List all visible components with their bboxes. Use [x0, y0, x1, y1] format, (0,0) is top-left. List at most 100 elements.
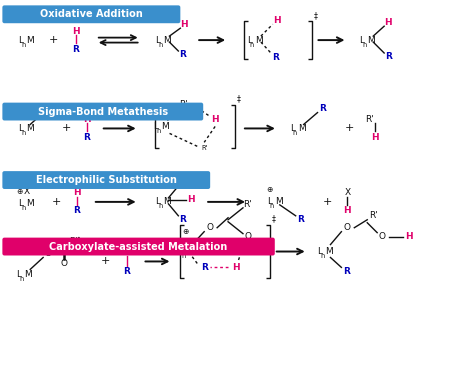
Text: H: H [272, 16, 280, 25]
Text: n: n [158, 203, 162, 209]
Text: L: L [16, 270, 21, 279]
Text: n: n [269, 203, 273, 209]
Text: H: H [404, 232, 412, 241]
Text: O: O [378, 232, 385, 241]
Text: +: + [48, 35, 58, 45]
Text: Sigma-Bond Metathesis: Sigma-Bond Metathesis [38, 106, 168, 117]
Text: L: L [18, 200, 23, 208]
Text: M: M [367, 36, 374, 45]
Text: ⊕: ⊕ [266, 186, 272, 195]
Text: L: L [247, 36, 251, 45]
Text: n: n [361, 42, 366, 48]
Text: M: M [297, 124, 305, 133]
Text: R: R [384, 53, 391, 62]
Text: M: M [26, 200, 34, 208]
Text: Carboxylate-assisted Metalation: Carboxylate-assisted Metalation [50, 242, 227, 252]
Text: R: R [83, 133, 90, 142]
Text: L: L [155, 36, 160, 45]
Text: n: n [292, 130, 296, 136]
Text: H: H [232, 263, 239, 272]
Text: M: M [163, 36, 171, 45]
Text: X: X [24, 188, 30, 196]
Text: H: H [123, 248, 130, 257]
Text: H: H [371, 133, 378, 142]
Text: R': R' [178, 100, 187, 109]
Text: L: L [18, 36, 23, 45]
Text: L: L [266, 197, 271, 206]
Text: H: H [73, 189, 80, 198]
Text: H: H [343, 206, 350, 215]
Text: M: M [325, 247, 333, 256]
Text: L: L [358, 36, 364, 45]
Text: X: X [344, 189, 350, 198]
Text: n: n [181, 253, 185, 259]
Text: R': R' [40, 106, 50, 115]
Text: n: n [320, 253, 324, 259]
Text: M: M [26, 124, 34, 133]
Text: O: O [343, 223, 350, 232]
Text: n: n [19, 276, 23, 282]
Text: +: + [344, 123, 353, 134]
Text: H: H [83, 115, 90, 124]
Text: n: n [21, 206, 25, 212]
Text: ‡: ‡ [237, 94, 240, 104]
Text: Electrophilic Substitution: Electrophilic Substitution [36, 175, 176, 185]
Text: R: R [73, 206, 80, 215]
Text: R: R [200, 263, 207, 272]
Text: R': R' [243, 200, 252, 209]
Text: n: n [158, 42, 162, 48]
Text: H: H [180, 20, 188, 29]
Text: M: M [163, 197, 171, 206]
Text: R': R' [200, 145, 207, 151]
Text: R: R [123, 267, 130, 276]
Text: R: R [318, 104, 325, 113]
Text: n: n [156, 128, 160, 134]
Text: R': R' [69, 237, 78, 246]
Text: H: H [72, 27, 79, 36]
FancyBboxPatch shape [2, 171, 210, 189]
Text: R: R [178, 215, 185, 224]
Text: ‡: ‡ [271, 215, 275, 224]
Text: ⊕: ⊕ [16, 188, 22, 196]
Text: H: H [211, 115, 218, 124]
Text: M: M [254, 36, 262, 45]
Text: R: R [297, 215, 303, 224]
Text: L: L [289, 124, 294, 133]
Text: n: n [21, 42, 25, 48]
Text: M: M [26, 36, 34, 45]
Text: M: M [161, 122, 169, 131]
Text: R': R' [368, 211, 377, 220]
Text: L: L [317, 247, 322, 256]
Text: X: X [180, 177, 186, 186]
Text: R': R' [364, 115, 373, 124]
Text: M: M [186, 247, 194, 256]
Text: L: L [178, 247, 183, 256]
Text: R: R [342, 267, 349, 276]
Text: H: H [384, 18, 391, 27]
Text: n: n [249, 42, 254, 48]
Text: +: + [51, 197, 60, 207]
Text: O: O [60, 259, 68, 268]
Text: M: M [274, 197, 282, 206]
FancyBboxPatch shape [2, 238, 274, 255]
FancyBboxPatch shape [2, 103, 203, 120]
Text: M: M [24, 270, 32, 279]
Text: H: H [187, 195, 195, 204]
Text: L: L [153, 122, 158, 131]
Text: O: O [206, 223, 213, 232]
Text: +: + [101, 256, 110, 267]
Text: +: + [322, 197, 331, 207]
Text: n: n [21, 130, 25, 136]
Text: Oxidative Addition: Oxidative Addition [40, 9, 142, 19]
Text: L: L [18, 124, 23, 133]
Text: ‡: ‡ [313, 11, 317, 20]
Text: O: O [244, 232, 251, 241]
Text: R: R [178, 51, 185, 60]
Text: ⊕: ⊕ [182, 227, 188, 236]
Text: R: R [272, 54, 278, 63]
FancyBboxPatch shape [2, 5, 180, 23]
Text: +: + [61, 123, 70, 134]
Text: O: O [45, 249, 51, 258]
Text: L: L [155, 197, 160, 206]
Text: R: R [72, 45, 79, 54]
